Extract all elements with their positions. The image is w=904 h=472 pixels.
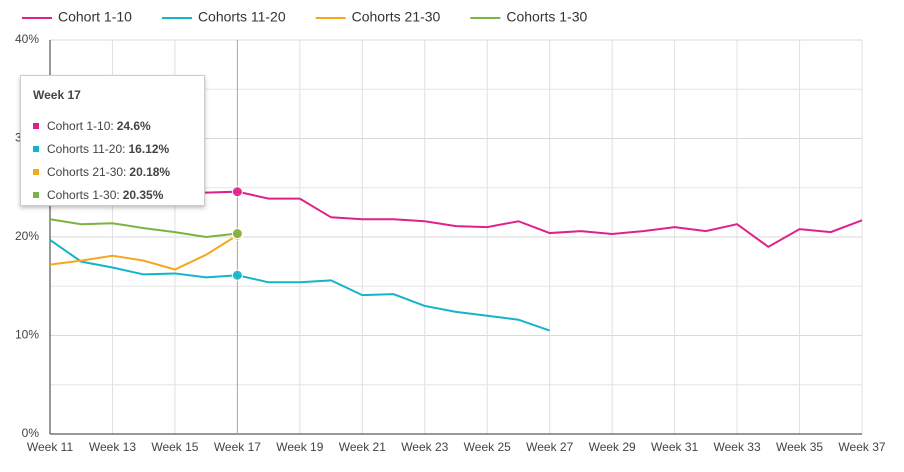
tooltip-value: 20.35% [122, 187, 164, 202]
x-tick-label: Week 31 [651, 440, 698, 454]
tooltip-label: Cohorts 11-20: [47, 141, 126, 156]
tooltip-value: 20.18% [129, 164, 171, 179]
tooltip-row: Cohort 1-10: 24.6% [33, 114, 192, 137]
legend-label: Cohorts 1-30 [506, 9, 587, 25]
tooltip: Week 17 Cohort 1-10: 24.6% Cohorts 11-20: 1… [20, 75, 205, 206]
tooltip-label: Cohort 1-10: [47, 118, 114, 133]
x-tick-label: Week 21 [339, 440, 386, 454]
tooltip-label: Cohorts 21-30: [47, 164, 127, 179]
tooltip-row: Cohorts 1-30: 20.35% [33, 183, 192, 206]
x-tick-label: Week 17 [214, 440, 261, 454]
tooltip-row: Cohorts 21-30: 20.18% [33, 160, 192, 183]
tooltip-label: Cohorts 1-30: [47, 187, 120, 202]
series-line [49, 218, 238, 239]
x-tick-label: Week 23 [401, 440, 448, 454]
x-tick-label: Week 15 [151, 440, 198, 454]
tooltip-value: 16.12% [128, 141, 170, 156]
tooltip-swatch [33, 145, 39, 152]
y-tick-label: 20% [15, 229, 39, 243]
x-tick-label: Week 33 [714, 440, 761, 454]
hover-point [231, 186, 243, 198]
x-tick-label: Week 25 [464, 440, 511, 454]
y-tick-label: 40% [15, 32, 39, 46]
x-tick-label: Week 11 [27, 440, 74, 454]
series-line [49, 239, 551, 332]
legend-label: Cohort 1-10 [58, 9, 132, 25]
y-tick-label: 0% [22, 426, 40, 440]
legend-label: Cohorts 21-30 [352, 9, 441, 25]
x-tick-label: Week 37 [838, 440, 885, 454]
series-line [49, 234, 238, 271]
x-tick-label: Week 13 [89, 440, 136, 454]
tooltip-value: 24.6% [116, 118, 151, 133]
tooltip-swatch [33, 168, 39, 175]
x-tick-label: Week 19 [276, 440, 323, 454]
y-tick-label: 10% [15, 328, 39, 342]
hover-point [231, 228, 243, 240]
hover-point [231, 269, 243, 281]
legend-label: Cohorts 11-20 [198, 9, 286, 25]
x-tick-label: Week 27 [526, 440, 573, 454]
tooltip-swatch [33, 191, 39, 198]
x-tick-label: Week 29 [589, 440, 636, 454]
x-tick-label: Week 35 [776, 440, 823, 454]
tooltip-swatch [33, 122, 39, 129]
legend: Cohort 1-10 Cohorts 11-20 Cohorts 21-30 Coh… [22, 9, 587, 25]
tooltip-row: Cohorts 11-20: 16.12% [33, 137, 192, 160]
tooltip-title: Week 17 [33, 88, 81, 102]
